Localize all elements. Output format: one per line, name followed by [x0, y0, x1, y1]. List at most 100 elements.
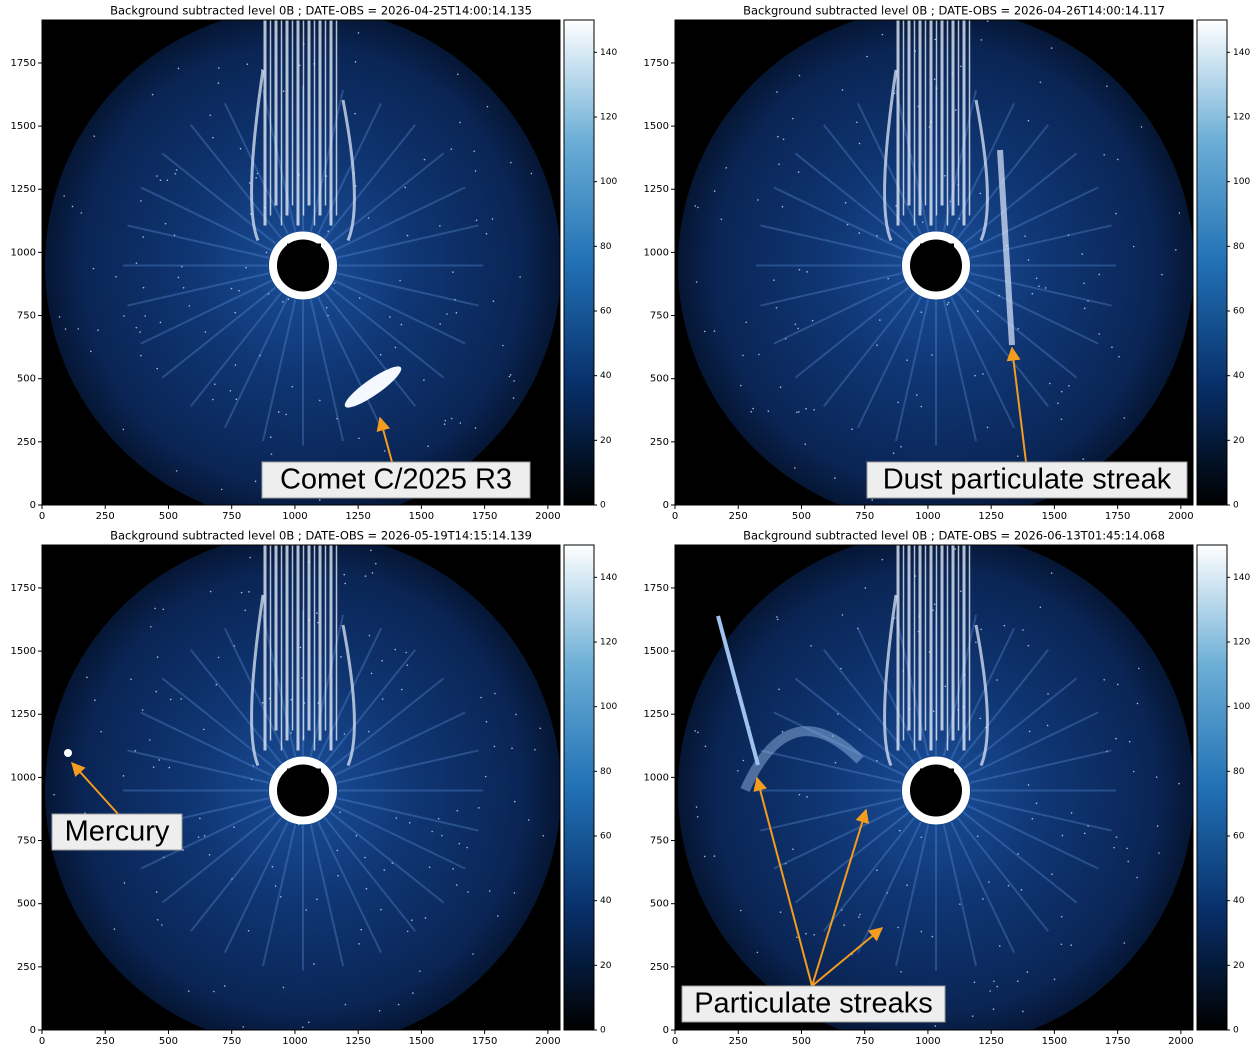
star: [806, 796, 808, 798]
star: [231, 288, 233, 290]
star: [355, 61, 357, 63]
star: [230, 390, 232, 392]
star: [411, 919, 413, 921]
star: [444, 420, 446, 422]
star: [419, 970, 421, 972]
star: [1098, 274, 1100, 276]
star: [492, 218, 494, 220]
star: [210, 591, 212, 593]
star: [189, 305, 191, 307]
star: [308, 1021, 310, 1023]
star: [778, 688, 780, 690]
star: [358, 32, 360, 34]
star: [170, 699, 172, 701]
star: [757, 952, 759, 954]
x-tick-label: 1750: [472, 511, 497, 522]
annotation: Dust particulate streak: [883, 464, 1172, 496]
star: [694, 205, 696, 207]
colorbar: [564, 20, 594, 505]
star: [960, 65, 962, 67]
y-tick-label: 750: [17, 836, 36, 847]
star: [407, 931, 409, 933]
colorbar-tick-label: 20: [600, 961, 612, 971]
star: [1070, 944, 1072, 946]
star: [1017, 455, 1019, 457]
star: [539, 727, 541, 729]
star: [876, 344, 878, 346]
star: [1036, 277, 1038, 279]
star: [209, 114, 211, 116]
colorbar-tick-label: 80: [1233, 242, 1245, 252]
star: [1047, 725, 1049, 727]
star: [1137, 703, 1139, 705]
star: [509, 376, 511, 378]
star: [368, 217, 370, 219]
star: [460, 422, 462, 424]
star: [897, 402, 899, 404]
x-tick-label: 1250: [978, 1036, 1003, 1047]
star: [316, 612, 318, 614]
star: [238, 290, 240, 292]
star: [1133, 771, 1135, 773]
star: [947, 304, 949, 306]
star: [511, 748, 513, 750]
star: [1127, 861, 1129, 863]
star: [156, 891, 158, 893]
star: [160, 180, 162, 182]
star: [407, 235, 409, 237]
x-tick-label: 1000: [282, 1036, 307, 1047]
star: [1103, 154, 1105, 156]
star: [714, 855, 716, 857]
colorbar-tick-label: 0: [1233, 501, 1239, 511]
x-tick-label: 1500: [409, 1036, 434, 1047]
star: [1123, 417, 1125, 419]
star: [977, 310, 979, 312]
y-tick-label: 500: [17, 374, 36, 385]
star: [176, 470, 178, 472]
star: [153, 766, 155, 768]
star: [752, 408, 754, 410]
star: [93, 135, 95, 137]
star: [381, 660, 383, 662]
star: [178, 277, 180, 279]
colorbar-tick-label: 40: [1233, 371, 1245, 381]
star: [1032, 293, 1034, 295]
star: [383, 869, 385, 871]
star: [906, 884, 908, 886]
colorbar-tick-label: 60: [1233, 307, 1245, 317]
y-tick-label: 0: [30, 1025, 36, 1036]
y-tick-label: 500: [17, 899, 36, 910]
star: [218, 657, 220, 659]
colorbar-tick-label: 0: [600, 501, 606, 511]
star: [1017, 980, 1019, 982]
star: [343, 574, 345, 576]
y-tick-label: 500: [650, 374, 669, 385]
star: [920, 406, 922, 408]
star: [167, 179, 169, 181]
star: [1068, 385, 1070, 387]
star: [993, 1008, 995, 1010]
panel-title: Background subtracted level 0B ; DATE-OB…: [743, 529, 1165, 543]
star: [871, 499, 873, 501]
y-tick-label: 250: [17, 437, 36, 448]
star: [168, 767, 170, 769]
star: [897, 927, 899, 929]
star: [270, 436, 272, 438]
star: [247, 63, 249, 65]
star: [337, 875, 339, 877]
x-tick-label: 1500: [1042, 1036, 1067, 1047]
star: [59, 316, 61, 318]
star: [954, 548, 956, 550]
star: [319, 400, 321, 402]
star: [283, 90, 285, 92]
star: [1084, 833, 1086, 835]
y-tick-label: 0: [663, 500, 669, 511]
star: [394, 649, 396, 651]
star: [218, 82, 220, 84]
star: [271, 453, 273, 455]
y-tick-label: 250: [17, 962, 36, 973]
x-tick-label: 1250: [345, 1036, 370, 1047]
star: [1045, 287, 1047, 289]
star: [401, 324, 403, 326]
star: [768, 410, 770, 412]
